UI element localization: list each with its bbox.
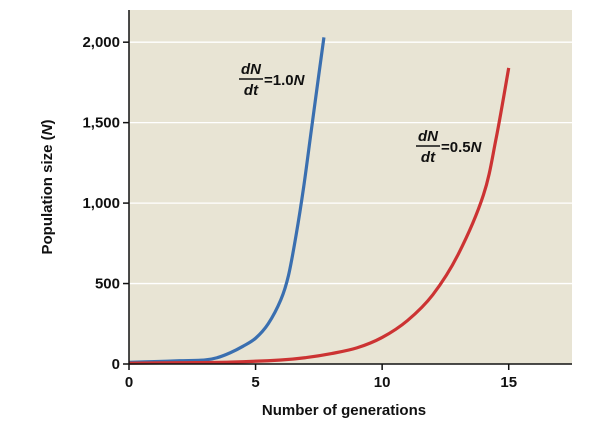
equation-1-rhs-prefix: =1.0: [264, 72, 294, 89]
y-tick-label-500: 500: [95, 276, 120, 293]
x-tick-label-15: 15: [500, 374, 517, 391]
equation-2-denominator: dt: [421, 149, 436, 166]
equation-2-rhs-var: N: [471, 139, 483, 156]
series-layer: [128, 37, 511, 365]
series-growth-1-0N-line: [128, 37, 326, 364]
y-tick-label-1000: 1,000: [82, 195, 120, 212]
equation-label-1-0N: dN dt =1.0N: [239, 61, 306, 99]
plot-background: [129, 10, 572, 364]
x-tick-label-5: 5: [251, 374, 259, 391]
y-tick-label-0: 0: [112, 356, 120, 373]
equation-2-numerator: dN: [418, 128, 439, 145]
y-axis-title-text: Population size (: [39, 135, 56, 254]
equation-label-0-5N: dN dt =0.5N: [416, 128, 483, 166]
y-tick-label-2000: 2,000: [82, 34, 120, 51]
y-axis-title-var: N: [39, 123, 56, 135]
equation-1-denominator: dt: [244, 82, 259, 99]
equation-2-rhs: =0.5N: [441, 139, 483, 156]
y-axis-title-close: ): [39, 119, 56, 124]
series-growth-0-5N-line: [128, 67, 511, 365]
x-tick-label-0: 0: [125, 374, 133, 391]
x-tick-label-10: 10: [374, 374, 391, 391]
x-axis-title: Number of generations: [262, 402, 426, 419]
equation-1-rhs: =1.0N: [264, 72, 306, 89]
y-tick-label-1500: 1,500: [82, 115, 120, 132]
equation-2-rhs-prefix: =0.5: [441, 139, 471, 156]
equation-1-rhs-var: N: [294, 72, 306, 89]
equation-1-numerator: dN: [241, 61, 262, 78]
ticks: 0 500 1,000 1,500 2,000 0 5 10 15: [82, 34, 517, 391]
gridlines: [129, 41, 572, 285]
y-axis-title: Population size (N): [39, 119, 56, 254]
